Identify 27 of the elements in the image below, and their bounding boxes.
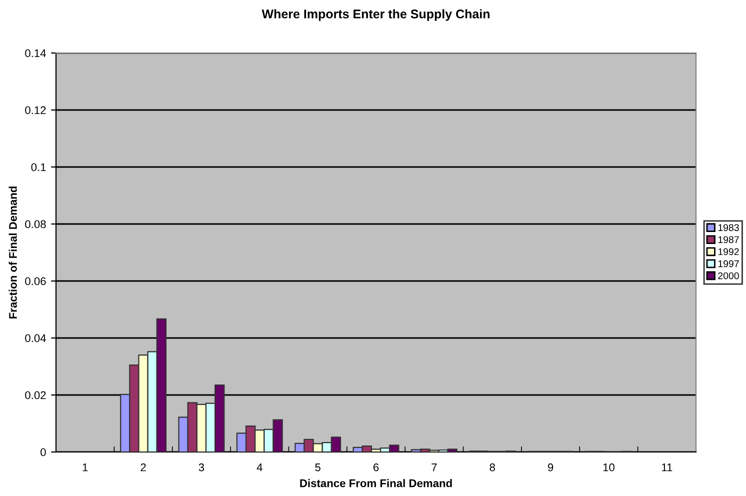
x-tick-label: 3 [198,463,204,472]
y-tick-label: 0.06 [25,277,46,286]
y-tick-label: 0.04 [25,334,46,342]
x-tick-label: 10 [603,463,614,472]
y-tick-label: 0.1 [31,163,46,172]
y-tick-label: 0.02 [25,391,46,400]
y-tick-label: 0 [40,448,46,456]
x-tick-label: 5 [315,464,320,472]
x-tick-label: 11 [662,464,672,472]
legend-label: 2000 [718,272,739,280]
x-tick-label: 1 [82,464,88,472]
legend-label: 1987 [718,236,739,244]
x-tick-label: 4 [256,464,262,472]
legend-label: 1997 [718,260,739,268]
chart-title: Where Imports Enter the Supply Chain [262,9,490,21]
x-tick-label: 7 [432,464,437,472]
legend-label: 1983 [718,224,739,232]
y-tick-label: 0.08 [25,220,46,228]
y-axis-title: Fraction of Final Demand [8,186,17,318]
y-tick-label: 0.14 [25,49,46,58]
x-tick-label: 9 [548,463,554,472]
x-tick-label: 8 [490,463,495,472]
x-axis-title: Distance From Final Demand [300,479,452,488]
x-tick-label: 6 [373,463,379,472]
x-tick-label: 2 [140,463,146,472]
y-tick-label: 0.12 [25,106,46,114]
legend-label: 1992 [718,248,739,256]
